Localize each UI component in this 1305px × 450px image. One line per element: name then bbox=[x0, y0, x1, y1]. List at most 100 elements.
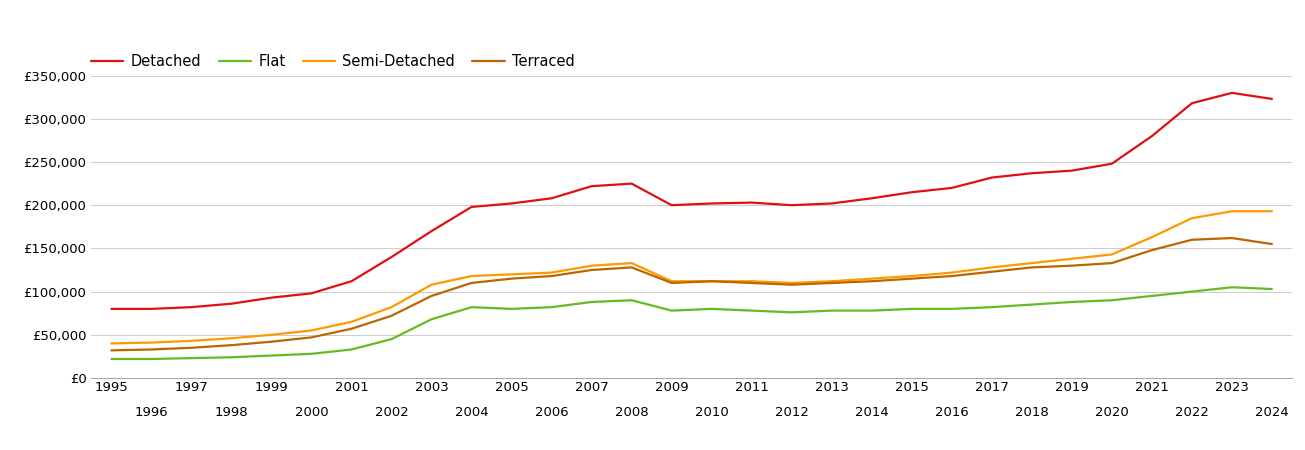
Semi-Detached bbox=[463, 273, 479, 279]
Semi-Detached bbox=[864, 276, 880, 281]
Terraced bbox=[384, 313, 399, 319]
Semi-Detached bbox=[944, 270, 959, 275]
Detached bbox=[504, 201, 519, 206]
Flat bbox=[184, 356, 200, 361]
Semi-Detached bbox=[1224, 208, 1240, 214]
Semi-Detached bbox=[703, 279, 719, 284]
Flat bbox=[463, 305, 479, 310]
Semi-Detached bbox=[184, 338, 200, 343]
Detached bbox=[384, 254, 399, 260]
Line: Semi-Detached: Semi-Detached bbox=[111, 211, 1272, 343]
Semi-Detached bbox=[583, 263, 599, 268]
Semi-Detached bbox=[744, 279, 760, 284]
Semi-Detached bbox=[343, 319, 359, 324]
Terraced bbox=[864, 279, 880, 284]
Detached bbox=[583, 184, 599, 189]
Flat bbox=[784, 310, 800, 315]
Terraced bbox=[1104, 261, 1120, 266]
Terraced bbox=[904, 276, 920, 281]
Detached bbox=[1104, 161, 1120, 166]
Detached bbox=[544, 196, 560, 201]
Terraced bbox=[103, 348, 119, 353]
Flat bbox=[223, 355, 239, 360]
Terraced bbox=[744, 280, 760, 286]
Detached bbox=[703, 201, 719, 206]
Flat bbox=[904, 306, 920, 311]
Flat bbox=[744, 308, 760, 313]
Flat bbox=[424, 316, 440, 322]
Semi-Detached bbox=[1144, 234, 1160, 240]
Semi-Detached bbox=[504, 272, 519, 277]
Semi-Detached bbox=[984, 265, 1000, 270]
Terraced bbox=[784, 282, 800, 288]
Detached bbox=[1064, 168, 1079, 173]
Terraced bbox=[504, 276, 519, 281]
Semi-Detached bbox=[103, 341, 119, 346]
Detached bbox=[904, 189, 920, 195]
Terraced bbox=[144, 347, 159, 352]
Detached bbox=[624, 181, 639, 186]
Terraced bbox=[664, 280, 680, 286]
Terraced bbox=[264, 339, 279, 344]
Detached bbox=[264, 295, 279, 300]
Semi-Detached bbox=[664, 279, 680, 284]
Detached bbox=[744, 200, 760, 205]
Semi-Detached bbox=[1265, 208, 1280, 214]
Detached bbox=[184, 305, 200, 310]
Flat bbox=[504, 306, 519, 311]
Semi-Detached bbox=[904, 273, 920, 279]
Semi-Detached bbox=[1104, 252, 1120, 257]
Line: Terraced: Terraced bbox=[111, 238, 1272, 351]
Flat bbox=[1265, 286, 1280, 292]
Terraced bbox=[1144, 248, 1160, 253]
Detached bbox=[984, 175, 1000, 180]
Terraced bbox=[583, 267, 599, 273]
Flat bbox=[984, 305, 1000, 310]
Semi-Detached bbox=[1024, 261, 1040, 266]
Flat bbox=[1064, 299, 1079, 305]
Terraced bbox=[184, 345, 200, 351]
Line: Detached: Detached bbox=[111, 93, 1272, 309]
Terraced bbox=[463, 280, 479, 286]
Terraced bbox=[944, 273, 959, 279]
Terraced bbox=[703, 279, 719, 284]
Detached bbox=[1224, 90, 1240, 95]
Terraced bbox=[1184, 237, 1199, 243]
Semi-Detached bbox=[544, 270, 560, 275]
Semi-Detached bbox=[264, 332, 279, 338]
Flat bbox=[583, 299, 599, 305]
Terraced bbox=[1265, 241, 1280, 247]
Semi-Detached bbox=[784, 280, 800, 286]
Detached bbox=[463, 204, 479, 210]
Terraced bbox=[1224, 235, 1240, 241]
Terraced bbox=[1024, 265, 1040, 270]
Terraced bbox=[424, 293, 440, 299]
Semi-Detached bbox=[223, 336, 239, 341]
Line: Flat: Flat bbox=[111, 287, 1272, 359]
Terraced bbox=[544, 273, 560, 279]
Semi-Detached bbox=[384, 305, 399, 310]
Flat bbox=[1104, 297, 1120, 303]
Flat bbox=[103, 356, 119, 362]
Detached bbox=[1184, 100, 1199, 106]
Flat bbox=[823, 308, 839, 313]
Detached bbox=[223, 301, 239, 306]
Semi-Detached bbox=[424, 282, 440, 288]
Flat bbox=[664, 308, 680, 313]
Semi-Detached bbox=[1064, 256, 1079, 261]
Terraced bbox=[984, 269, 1000, 274]
Detached bbox=[784, 202, 800, 208]
Flat bbox=[944, 306, 959, 311]
Detached bbox=[1265, 96, 1280, 102]
Detached bbox=[343, 279, 359, 284]
Flat bbox=[1224, 284, 1240, 290]
Semi-Detached bbox=[304, 328, 320, 333]
Detached bbox=[304, 291, 320, 296]
Flat bbox=[624, 297, 639, 303]
Semi-Detached bbox=[1184, 216, 1199, 221]
Flat bbox=[1184, 289, 1199, 294]
Detached bbox=[424, 229, 440, 234]
Detached bbox=[144, 306, 159, 311]
Terraced bbox=[1064, 263, 1079, 268]
Detached bbox=[944, 185, 959, 191]
